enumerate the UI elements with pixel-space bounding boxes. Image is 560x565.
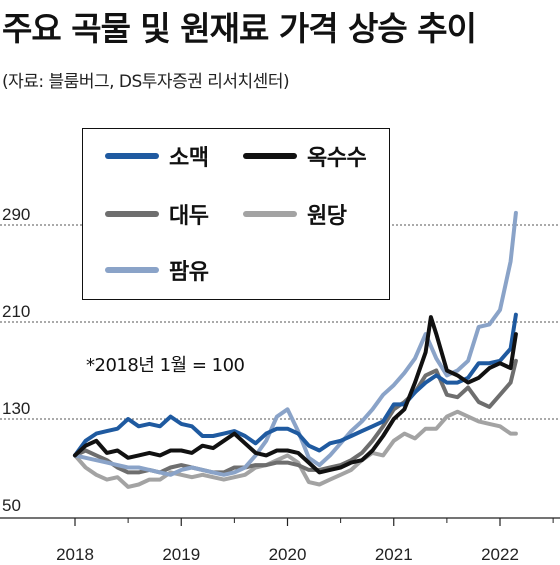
- chart-source: (자료: 블룸버그, DS투자증권 리서치센터): [2, 72, 290, 92]
- legend-item-palm-oil: 팜유: [105, 255, 209, 285]
- legend-label-palm-oil: 팜유: [169, 260, 209, 285]
- legend: 소맥 옥수수 대두 원당 팜유: [82, 128, 390, 300]
- legend-item-corn: 옥수수: [243, 141, 367, 171]
- legend-swatch-corn: [243, 153, 297, 159]
- legend-label-corn: 옥수수: [307, 146, 367, 171]
- legend-item-soybean: 대두: [105, 199, 209, 229]
- legend-swatch-sugar: [243, 211, 297, 217]
- x-tick-label-2018: 2018: [56, 545, 94, 564]
- series-line-sugar: [73, 409, 518, 489]
- legend-item-sugar: 원당: [243, 199, 347, 229]
- series-line-palm-oil: [73, 210, 518, 477]
- series-lines: [73, 210, 518, 489]
- y-tick-label-50: 50: [2, 496, 21, 515]
- y-tick-label-210: 210: [2, 302, 30, 321]
- x-tick-label-2020: 2020: [269, 545, 307, 564]
- x-tick-label-2019: 2019: [162, 545, 200, 564]
- legend-swatch-palm-oil: [105, 267, 159, 273]
- legend-label-sugar: 원당: [307, 204, 347, 229]
- legend-label-soybean: 대두: [169, 204, 209, 229]
- x-tick-label-2021: 2021: [375, 545, 413, 564]
- legend-swatch-soybean: [105, 211, 159, 217]
- series-line-wheat: [73, 312, 518, 458]
- x-axis: [0, 517, 560, 526]
- legend-label-wheat: 소맥: [169, 146, 209, 171]
- chart-title: 주요 곡물 및 원재료 가격 상승 추이: [2, 9, 477, 48]
- legend-item-wheat: 소맥: [105, 141, 209, 171]
- legend-swatch-wheat: [105, 153, 159, 159]
- y-tick-label-290: 290: [2, 205, 30, 224]
- series-line-corn: [73, 315, 518, 475]
- axis-labels: 50 130 210 290 2018 2019 2020 2021 2022: [2, 205, 519, 564]
- y-tick-label-130: 130: [2, 399, 30, 418]
- x-tick-label-2022: 2022: [481, 545, 519, 564]
- index-note: *2018년 1월 = 100: [86, 355, 245, 376]
